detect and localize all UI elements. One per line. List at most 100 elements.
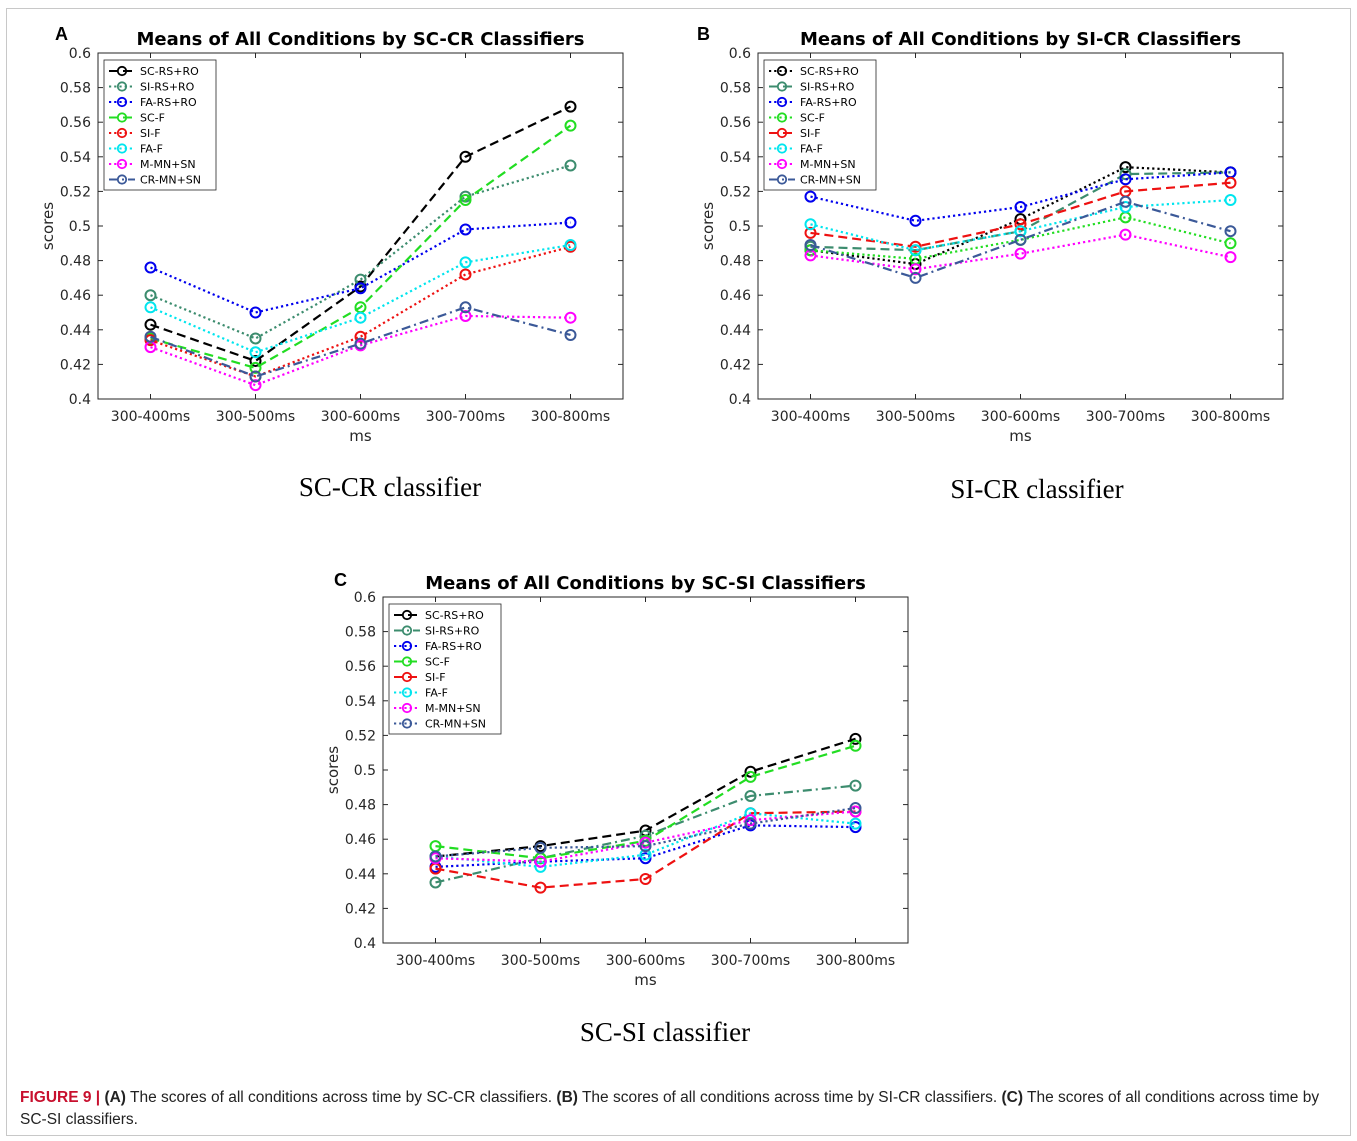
series-line [810,171,1231,222]
data-point [909,214,922,227]
legend-swatch-marker [776,174,788,185]
data-point [144,289,157,302]
x-tick-label: 300-600ms [981,409,1060,425]
legend-label: SI-F [140,127,161,140]
x-tick-label: 300-800ms [531,409,610,425]
legend: SC-RS+RO SI-RS+RO FA-RS+RO SC-F SI-F FA-F M-MN… [763,59,877,191]
data-point [1014,247,1027,260]
data-point [144,318,157,331]
legend-swatch-marker [116,96,128,108]
data-point [1224,176,1237,189]
series-line [810,216,1231,260]
legend-label: SI-F [800,127,821,140]
legend-label: SI-F [425,671,446,684]
y-tick-label: 0.46 [345,832,376,848]
data-point [1224,237,1237,250]
y-tick-label: 0.5 [69,219,91,235]
series-FA-RS+RO [144,216,577,319]
data-point [639,848,652,861]
data-point [1014,233,1027,246]
data-point [849,805,862,818]
series-line [810,181,1231,248]
series-line [150,314,571,387]
y-tick-label: 0.52 [345,728,376,744]
legend-label: M-MN+SN [425,702,481,715]
legend-swatch-marker [401,640,413,652]
series-CR-MN+SN [144,301,577,383]
panel-letter-c: C [334,570,347,590]
data-point [459,150,472,163]
x-tick-label: 300-400ms [771,409,850,425]
data-point [1224,251,1237,264]
data-point [1224,225,1237,238]
data-point [459,223,472,236]
legend-swatch-marker [776,112,788,123]
legend-swatch-marker [776,143,788,154]
legend-label: SC-F [800,112,825,125]
legend-swatch-marker [401,702,413,714]
chart-sc-si: Means of All Conditions by SC-SI Classif… [325,573,909,989]
legend-swatch-marker [776,127,788,139]
data-point [1014,225,1027,238]
legend-label: SC-RS+RO [140,65,199,78]
legend-swatch-marker [776,96,788,108]
data-point [459,301,472,314]
series-CR-MN+SN [429,802,862,863]
series-line [435,810,856,863]
legend-label: SI-RS+RO [425,625,480,638]
y-tick-label: 0.56 [60,115,91,131]
y-tick-label: 0.52 [60,184,91,200]
data-point [249,346,262,359]
caption-tag-a: (A) [104,1089,126,1106]
x-tick-label: 300-400ms [396,953,475,969]
data-point [429,876,442,889]
legend-label: FA-RS+RO [800,96,857,109]
y-tick-label: 0.6 [69,46,91,62]
data-point [459,194,472,207]
x-tick-label: 300-400ms [111,409,190,425]
y-tick-label: 0.58 [720,81,751,97]
x-tick-label: 300-600ms [606,953,685,969]
data-point [1119,228,1132,241]
caption-tag-b: (B) [556,1089,578,1106]
data-point [459,256,472,269]
panel-b-sublabel: SI-CR classifier [950,474,1124,504]
series-SI-F [804,176,1237,253]
data-point [744,765,757,778]
series-line [810,200,1231,280]
x-tick-label: 300-800ms [816,953,895,969]
data-point [249,306,262,319]
legend-swatch-marker [116,112,128,123]
panel-c-sublabel: SC-SI classifier [579,1017,751,1047]
data-point [744,814,757,827]
data-point [1014,218,1027,231]
legend-swatch-marker [401,656,413,667]
data-point [564,159,577,172]
data-point [639,852,652,865]
data-point [804,226,817,239]
legend-label: SI-RS+RO [800,81,855,94]
series-line [150,124,572,370]
data-point [144,334,157,347]
legend-label: CR-MN+SN [800,174,861,187]
y-tick-label: 0.4 [729,392,751,408]
data-point [249,379,262,392]
x-tick-label: 300-700ms [1086,409,1165,425]
data-point [744,789,757,802]
x-axis-label: ms [1009,427,1032,445]
legend-swatch-marker [116,158,128,170]
y-tick-label: 0.42 [345,901,376,917]
caption-figure-label: FIGURE 9 | [20,1089,101,1106]
data-point [804,218,817,231]
figure-frame [6,8,1351,1136]
y-tick-label: 0.48 [60,254,91,270]
data-point [849,732,862,745]
x-tick-label: 300-800ms [1191,409,1270,425]
y-tick-label: 0.46 [720,288,751,304]
series-line [435,824,856,868]
data-point [354,311,367,324]
data-point [354,330,367,343]
caption-text-c: The scores of all conditions across time… [20,1089,1320,1128]
data-point [354,273,367,286]
legend-label: SC-F [425,656,450,669]
